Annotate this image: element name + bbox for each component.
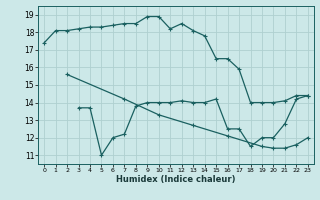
X-axis label: Humidex (Indice chaleur): Humidex (Indice chaleur): [116, 175, 236, 184]
